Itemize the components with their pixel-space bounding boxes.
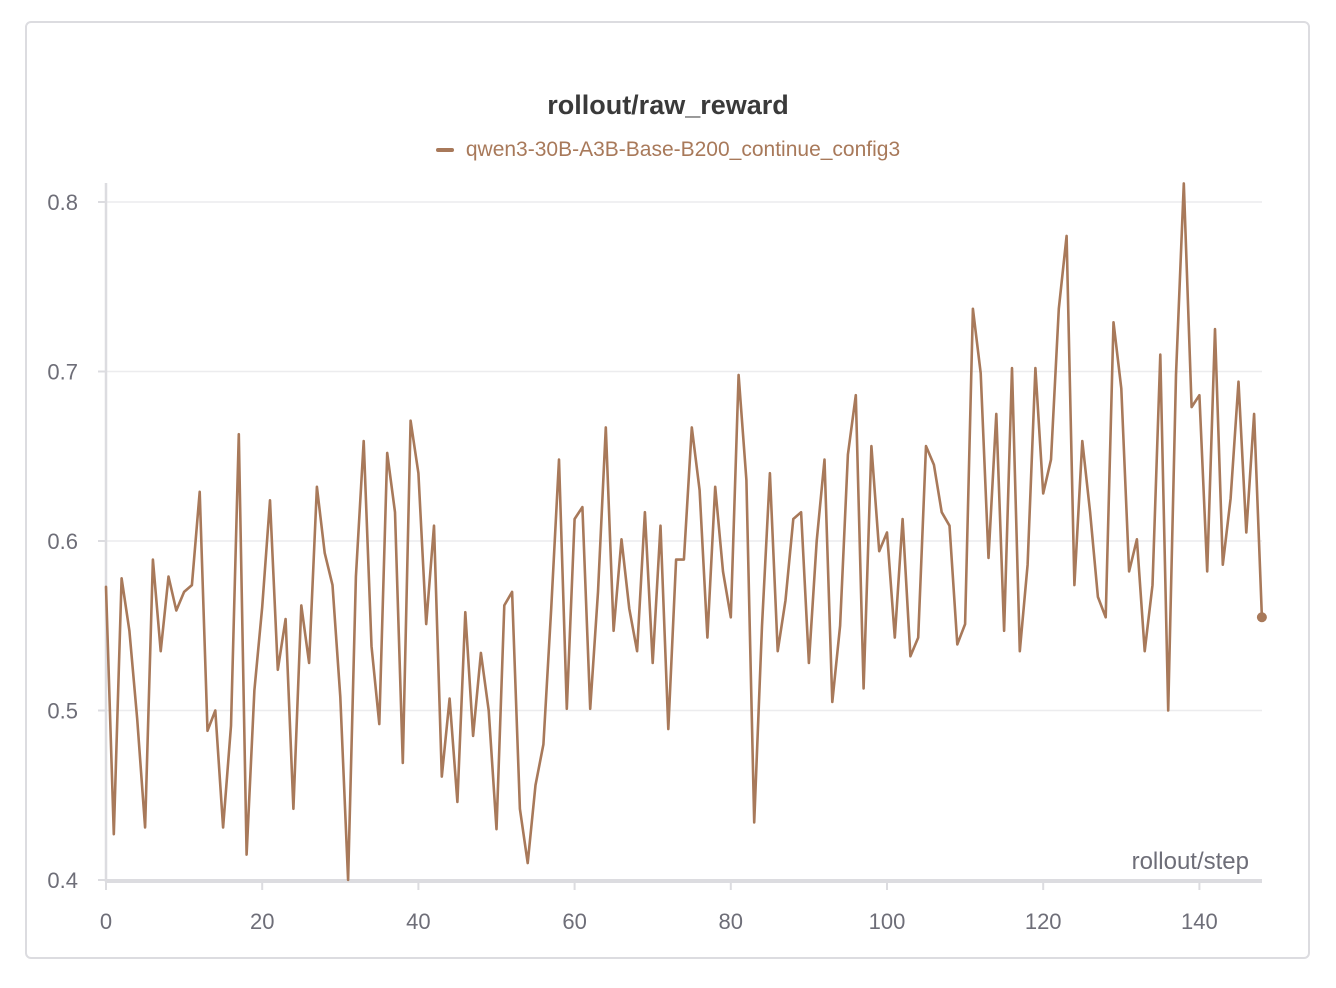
series-line [104,182,1264,882]
x-axis-label: rollout/step [1132,848,1249,875]
last-point-marker [1256,612,1267,623]
x-tick-label: 0 [100,909,112,934]
tick-labels: 0.4 0.5 0.6 0.7 0.8 0 20 40 60 80 100 120 140 [47,190,1217,934]
y-tick-label: 0.7 [47,360,78,385]
y-tick-label: 0.5 [47,699,78,724]
y-tick-label: 0.8 [47,190,78,215]
x-tick-label: 100 [869,909,906,934]
x-tick-label: 40 [406,909,430,934]
grid-lines [106,201,1262,712]
x-tick-label: 60 [562,909,586,934]
x-tick-label: 140 [1181,909,1218,934]
axes [98,183,1262,890]
chart-title: rollout/raw_reward [547,90,789,120]
y-tick-label: 0.6 [47,529,78,554]
y-tick-label: 0.4 [47,868,78,893]
chart-legend[interactable]: qwen3-30B-A3B-Base-B200_continue_config3 [0,138,1336,162]
legend-swatch [435,148,454,153]
plot-area [104,182,1267,882]
x-tick-label: 120 [1025,909,1062,934]
legend-series-label: qwen3-30B-A3B-Base-B200_continue_config3 [465,138,901,161]
x-tick-label: 80 [719,909,743,934]
x-tick-label: 20 [250,909,274,934]
